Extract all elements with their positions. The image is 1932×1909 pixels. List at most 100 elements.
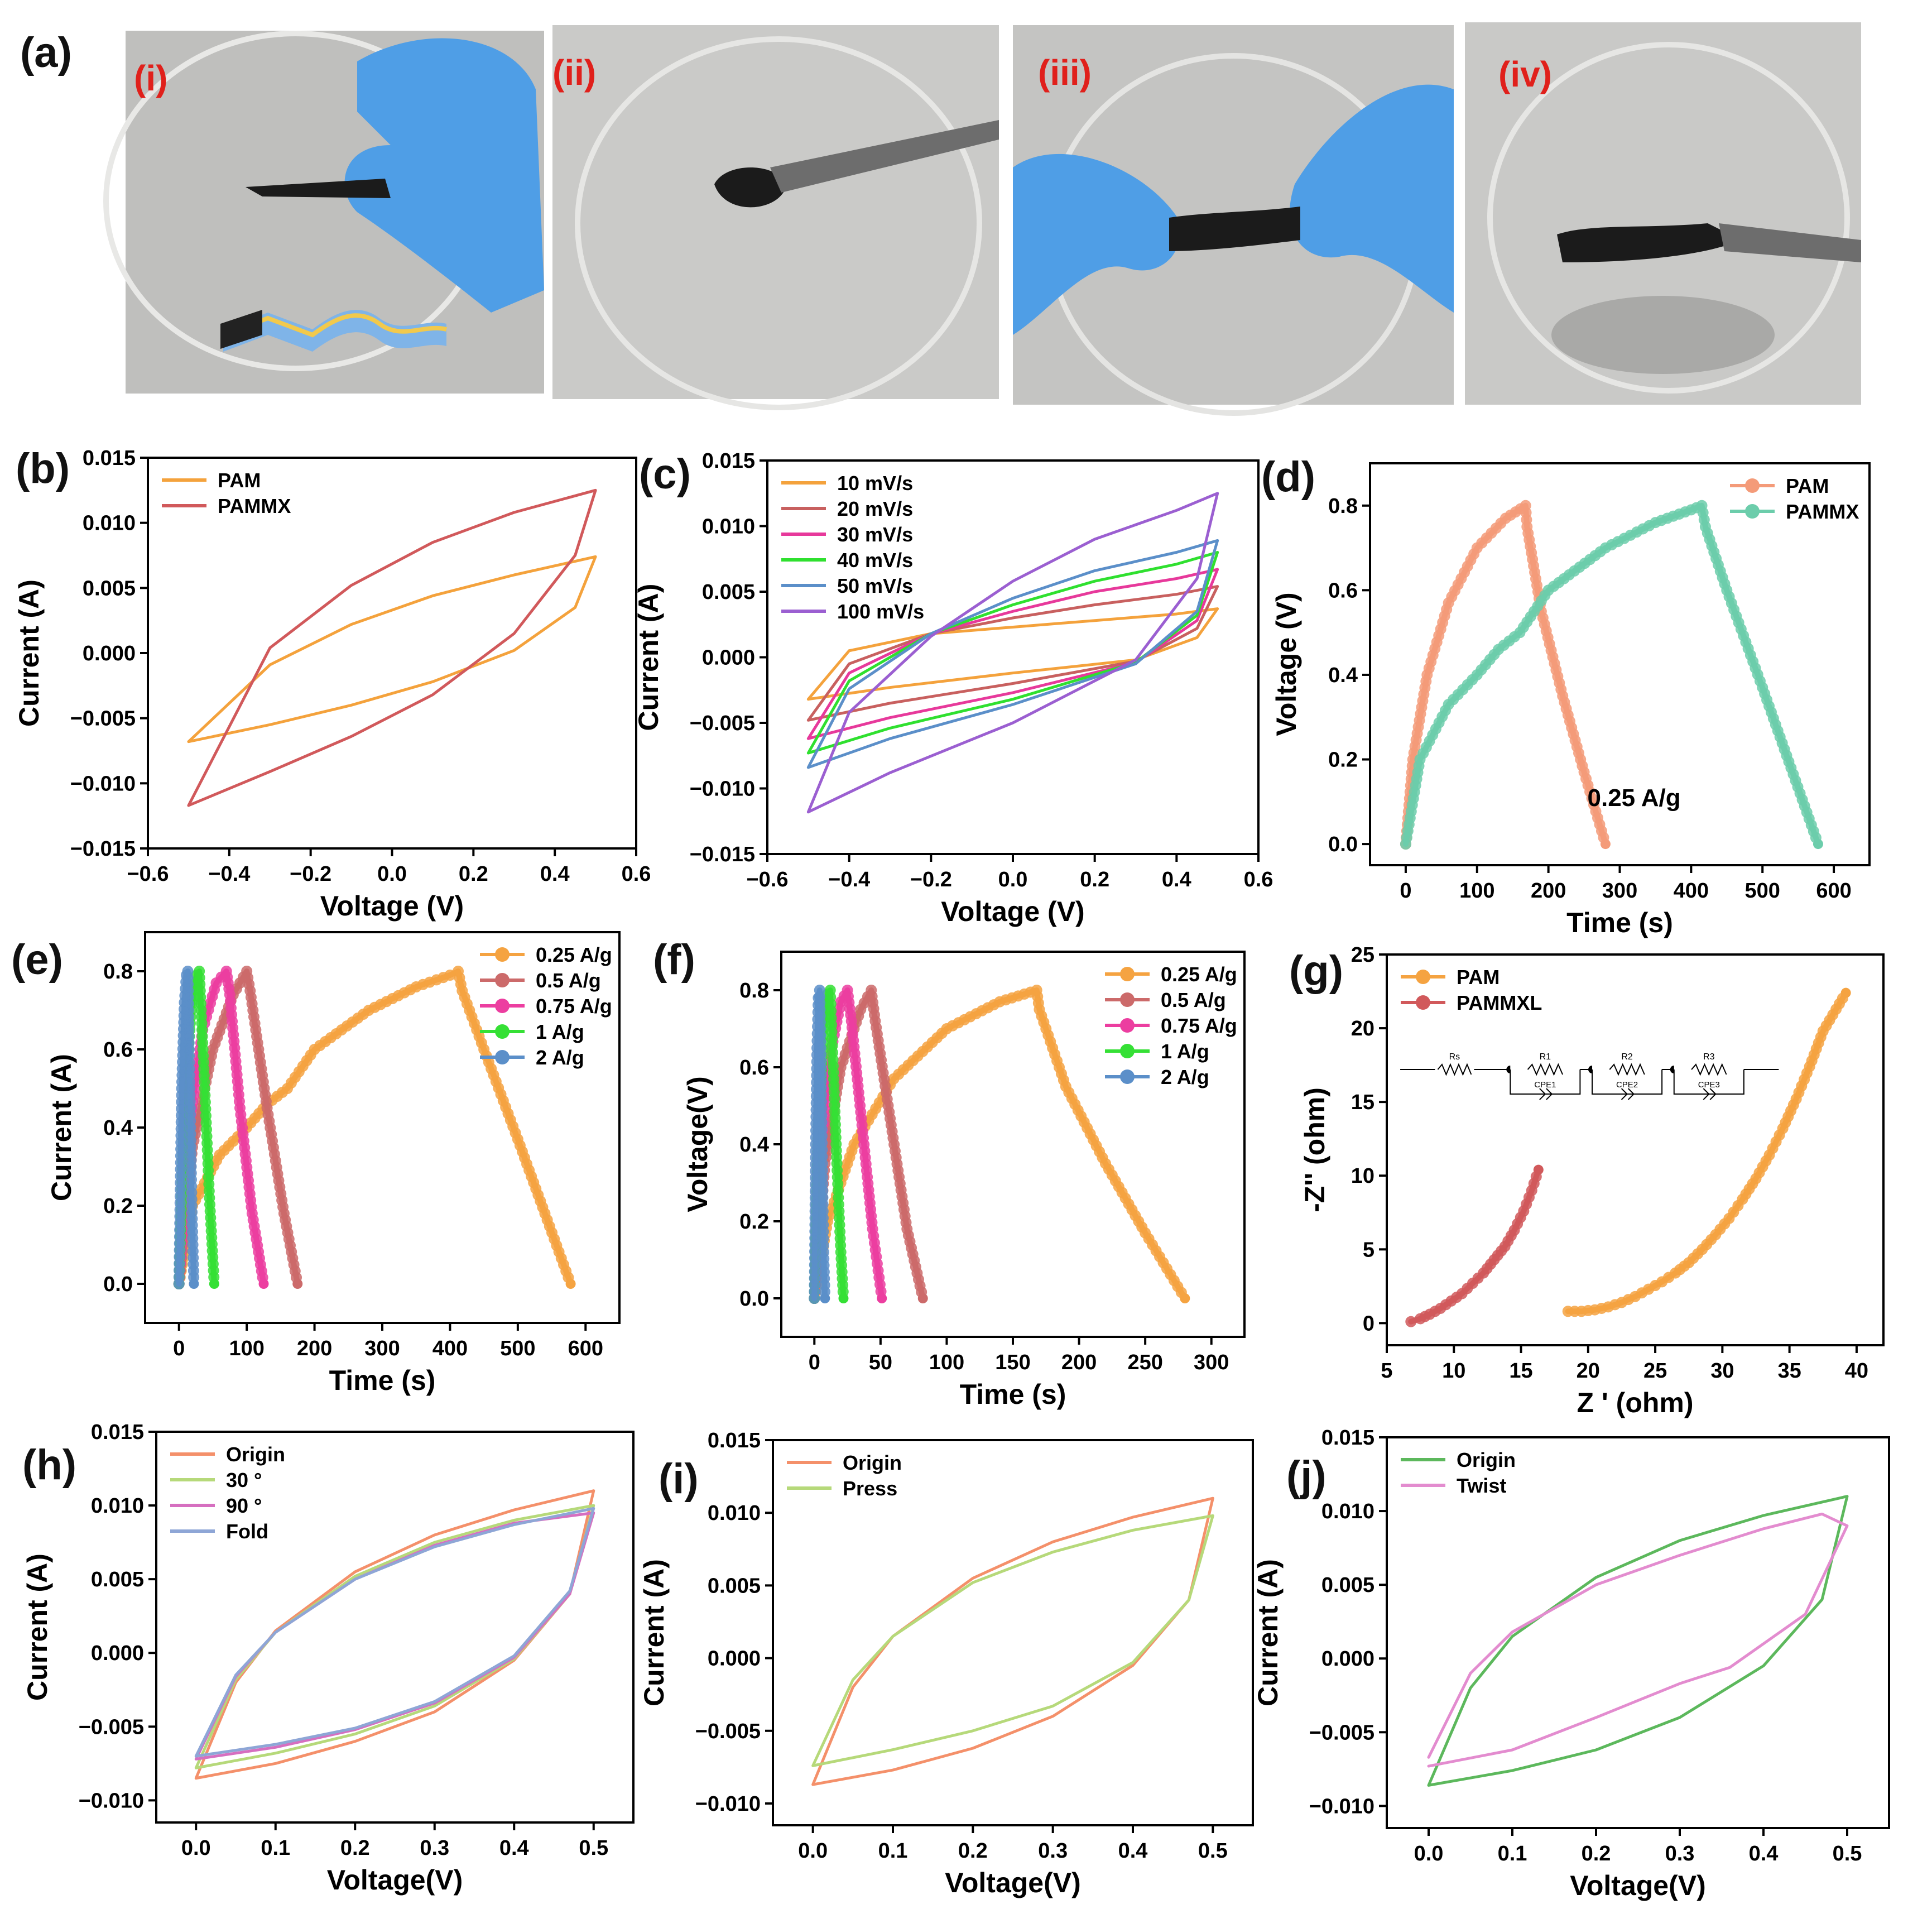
legend-marker [1120, 1069, 1135, 1084]
legend-label: Origin [226, 1443, 285, 1466]
legend-label: 40 mV/s [837, 549, 913, 572]
x-tick-label: 0.2 [1080, 868, 1109, 891]
circuit-label: Rs [1449, 1052, 1460, 1062]
x-tick-label: 0.2 [340, 1836, 370, 1860]
x-tick-label: −0.2 [910, 868, 952, 891]
x-tick-label: 0.0 [1414, 1842, 1444, 1865]
series-line [187, 555, 597, 744]
legend: PAM PAMMX [1730, 474, 1859, 523]
legend: Origin 30 ° 90 ° Fold [170, 1443, 285, 1543]
x-tick-label: 0.6 [622, 862, 651, 886]
data-point [292, 1279, 303, 1289]
y-tick-label: −0.005 [690, 712, 755, 735]
legend-label: 1 A/g [1161, 1040, 1209, 1063]
y-tick-label: 0.0 [103, 1273, 133, 1296]
x-tick-label: 0 [809, 1351, 820, 1374]
glove-left [1013, 154, 1180, 335]
y-tick-label: 0.6 [1328, 579, 1358, 602]
y-tick-label: 0.010 [91, 1494, 144, 1518]
x-tick-label: 0.1 [261, 1836, 290, 1860]
x-tick-label: 0.5 [1198, 1839, 1228, 1863]
x-tick-label: 0.3 [1038, 1839, 1068, 1863]
y-axis-label: Current (A) [46, 1054, 77, 1201]
photo-label-i: (i) [134, 58, 167, 98]
legend-marker [495, 1050, 510, 1064]
chart-g: 5 10 15 20 25 30 35 40 0 5 10 15 20 25 Z ' (ohm) -Z'' (… [1299, 943, 1885, 1418]
y-tick-label: 25 [1351, 943, 1374, 967]
legend-label: 0.25 A/g [1161, 963, 1237, 986]
panel-e: (e) 0 100 200 300 400 500 600 0.0 0.2 0.4 0.6 0.8 Ti… [11, 931, 621, 1396]
legend-marker [1745, 504, 1760, 519]
y-tick-label: 0.015 [83, 447, 136, 470]
photo-iii: (iii) [1013, 25, 1454, 416]
legend-label: 50 mV/s [837, 574, 913, 597]
x-tick-label: 300 [1602, 879, 1637, 903]
data-point [1405, 1316, 1417, 1327]
device-schematic [220, 310, 447, 352]
x-tick-label: 600 [568, 1337, 603, 1360]
petri-dish [575, 36, 982, 410]
panel-label-f: (f) [653, 936, 695, 984]
x-tick-label: 0.2 [459, 862, 488, 886]
x-tick-label: 0.0 [181, 1836, 211, 1860]
panel-label-g: (g) [1289, 947, 1343, 995]
legend: PAM PAMMX [162, 469, 291, 517]
y-tick-label: −0.010 [79, 1789, 144, 1812]
y-tick-label: 0.005 [83, 577, 136, 600]
legend-label: Origin [1457, 1448, 1516, 1471]
legend-label: Origin [843, 1451, 902, 1474]
y-axis-label: -Z'' (ohm) [1299, 1087, 1330, 1212]
y-axis-label: Current (A) [22, 1553, 53, 1701]
data-point [1600, 839, 1611, 850]
x-tick-label: 0.4 [1118, 1839, 1148, 1863]
x-tick-label: 0.4 [499, 1836, 529, 1860]
x-axis-label: Voltage(V) [945, 1867, 1081, 1898]
x-tick-label: −0.6 [746, 868, 788, 891]
photo-ii-background [552, 25, 999, 399]
x-tick-label: 0 [1400, 879, 1411, 903]
photo-i: (i) [103, 31, 544, 394]
y-axis-label: Current (A) [638, 1559, 670, 1706]
y-axis-label: Current (A) [13, 579, 45, 727]
x-tick-label: −0.4 [208, 862, 250, 886]
y-tick-label: 10 [1351, 1164, 1374, 1188]
legend-label: 30 ° [226, 1469, 262, 1491]
y-tick-label: 0.000 [83, 642, 136, 665]
x-axis-label: Voltage (V) [941, 896, 1084, 927]
glove [344, 38, 544, 313]
x-tick-label: 0.4 [1749, 1842, 1779, 1865]
shadow [1551, 296, 1775, 374]
circuit-label: R3 [1703, 1052, 1715, 1062]
x-axis-label: Voltage(V) [327, 1864, 463, 1896]
legend-marker [1416, 970, 1430, 984]
data-point [209, 1279, 219, 1289]
x-tick-label: 100 [929, 1351, 964, 1374]
y-tick-label: −0.010 [70, 772, 136, 795]
x-tick-label: 0.6 [1244, 868, 1273, 891]
legend-label: 90 ° [226, 1494, 262, 1517]
data-point [565, 1279, 576, 1289]
y-tick-label: −0.005 [695, 1720, 761, 1743]
legend-label: Press [843, 1477, 897, 1500]
panel-a: (a) (i) (ii) [20, 22, 1861, 416]
chart-j: 0.0 0.1 0.2 0.3 0.4 0.5 −0.010 −0.005 0.000 0.005… [1252, 1426, 1890, 1901]
legend: Origin Press [787, 1451, 902, 1500]
panel-label-b: (b) [16, 445, 70, 492]
photo-ii: (ii) [552, 25, 999, 410]
data-point [838, 1293, 849, 1303]
x-tick-label: 600 [1816, 879, 1851, 903]
chart-i: 0.0 0.1 0.2 0.3 0.4 0.5 −0.010 −0.005 0.000 0.005… [638, 1429, 1254, 1898]
legend-marker [495, 1024, 510, 1039]
legend-label: PAMMX [1786, 500, 1859, 523]
cpe-symbol [1539, 1088, 1553, 1100]
y-tick-label: 0.2 [739, 1210, 769, 1234]
data-point [917, 1293, 928, 1303]
legend-label: 2 A/g [536, 1046, 584, 1069]
resistor-rs [1437, 1063, 1472, 1076]
plot-frame [155, 1431, 635, 1824]
y-axis-label: Voltage(V) [682, 1076, 713, 1212]
panel-label-d: (d) [1261, 453, 1315, 501]
panel-label-c: (c) [639, 450, 691, 498]
y-tick-label: 0.005 [1321, 1574, 1374, 1597]
x-tick-label: −0.2 [290, 862, 331, 886]
